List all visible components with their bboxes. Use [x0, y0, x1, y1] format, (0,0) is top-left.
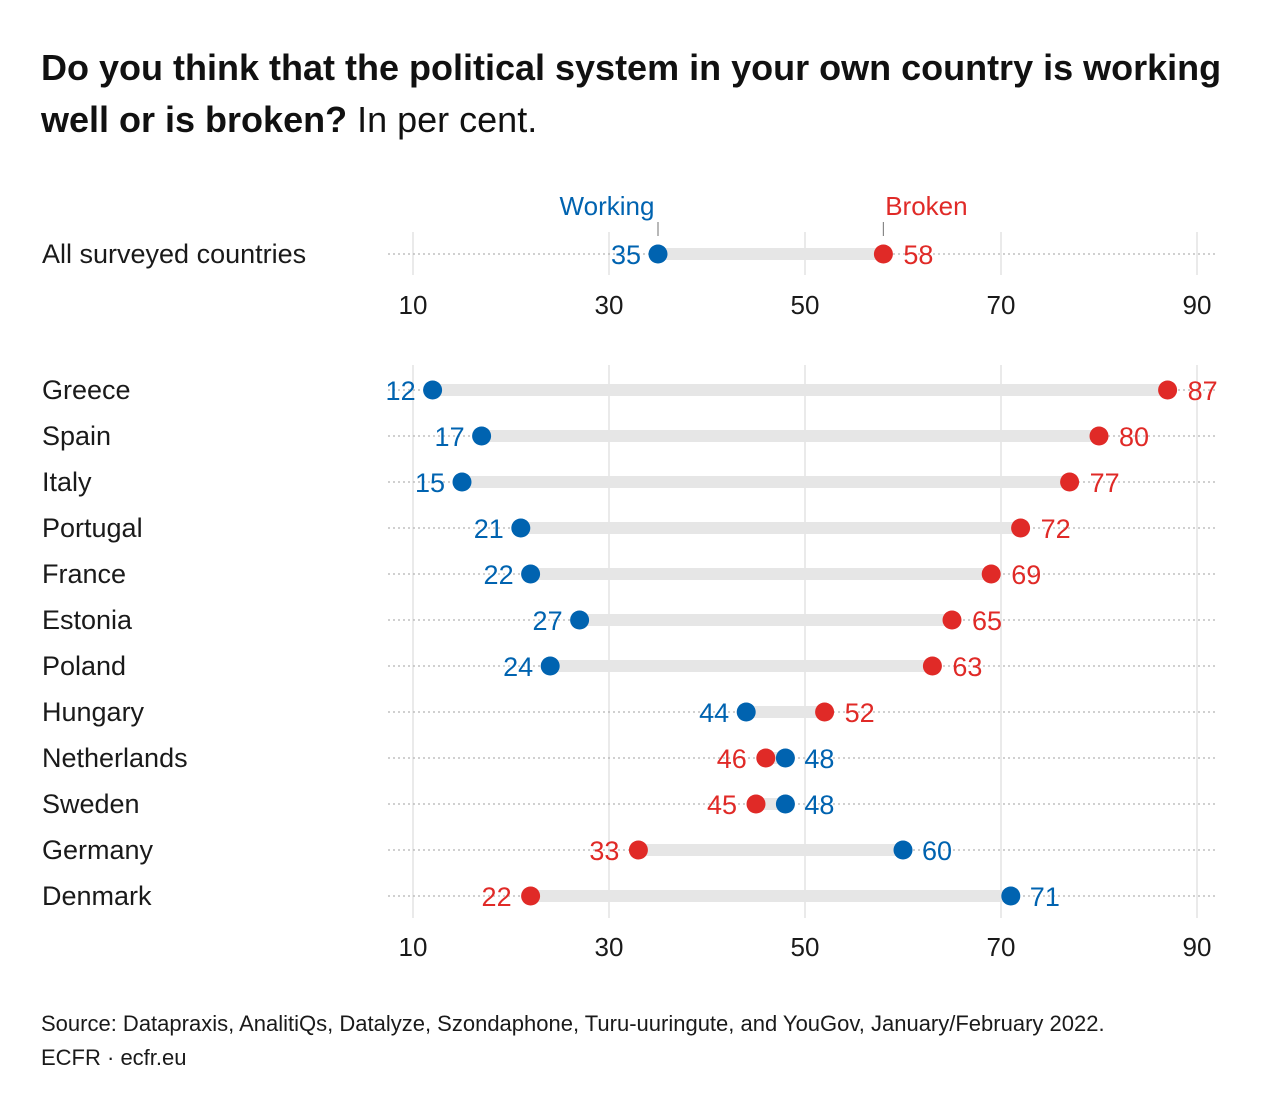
broken-dot-hungary: [815, 702, 835, 722]
x-axis-top-tick-90: 90: [1183, 290, 1212, 320]
working-value-spain: 17: [435, 422, 465, 452]
dot-range-chart: All surveyed countries 35 58 Working Broken 1…: [42, 191, 1218, 962]
range-bar-estonia: [579, 614, 952, 626]
x-axis-bottom-tick-10: 10: [399, 932, 428, 962]
broken-dot-sweden: [746, 794, 766, 814]
working-value-netherlands: 48: [804, 744, 834, 774]
working-value-greece: 12: [386, 376, 416, 406]
range-bar-spain: [481, 430, 1100, 442]
working-dot-poland: [540, 656, 560, 676]
row-label-estonia: Estonia: [42, 605, 133, 635]
broken-value-all-surveyed: 58: [903, 240, 933, 270]
broken-value-poland: 63: [952, 652, 982, 682]
row-label-italy: Italy: [42, 467, 92, 497]
broken-value-germany: 33: [589, 836, 619, 866]
broken-value-portugal: 72: [1041, 514, 1071, 544]
working-value-estonia: 27: [533, 606, 563, 636]
working-value-hungary: 44: [699, 698, 729, 728]
range-bar-all-surveyed: [658, 248, 884, 260]
source-note: Source: Datapraxis, AnalitiQs, Datalyze,…: [41, 1011, 1105, 1036]
x-axis-top-tick-10: 10: [399, 290, 428, 320]
chart-title-unit: In per cent.: [357, 99, 538, 140]
x-axis-top-tick-70: 70: [987, 290, 1016, 320]
broken-value-denmark: 22: [482, 882, 512, 912]
working-dot-greece: [423, 380, 443, 400]
row-label-sweden: Sweden: [42, 789, 140, 819]
range-bar-germany: [638, 844, 903, 856]
working-value-sweden: 48: [804, 790, 834, 820]
broken-dot-germany: [628, 840, 648, 860]
broken-dot-all-surveyed: [873, 244, 893, 264]
broken-dot-greece: [1158, 380, 1178, 400]
legend-broken: Broken: [885, 191, 967, 221]
broken-value-greece: 87: [1188, 376, 1218, 406]
working-dot-hungary: [736, 702, 756, 722]
row-label-germany: Germany: [42, 835, 154, 865]
working-value-france: 22: [484, 560, 514, 590]
broken-value-france: 69: [1011, 560, 1041, 590]
range-bar-portugal: [520, 522, 1021, 534]
working-value-all-surveyed: 35: [611, 240, 641, 270]
working-dot-sweden: [775, 794, 795, 814]
working-value-portugal: 21: [474, 514, 504, 544]
broken-value-estonia: 65: [972, 606, 1002, 636]
row-label-hungary: Hungary: [42, 697, 145, 727]
chart-title-question: Do you think that the political system i…: [41, 47, 1222, 140]
broken-dot-portugal: [1011, 518, 1031, 538]
x-axis-top-tick-50: 50: [791, 290, 820, 320]
broken-value-netherlands: 46: [717, 744, 747, 774]
x-axis-bottom-tick-90: 90: [1183, 932, 1212, 962]
x-axis-bottom-tick-70: 70: [987, 932, 1016, 962]
range-bar-greece: [432, 384, 1168, 396]
working-dot-estonia: [570, 610, 590, 630]
range-bar-poland: [550, 660, 933, 672]
row-label-all-surveyed: All surveyed countries: [42, 239, 306, 269]
broken-value-hungary: 52: [845, 698, 875, 728]
range-bar-denmark: [530, 890, 1011, 902]
row-label-poland: Poland: [42, 651, 126, 681]
x-axis-bottom-tick-50: 50: [791, 932, 820, 962]
broken-dot-netherlands: [756, 748, 776, 768]
working-dot-netherlands: [775, 748, 795, 768]
credit-line: ECFR · ecfr.eu: [41, 1045, 187, 1070]
chart-footer: Source: Datapraxis, AnalitiQs, Datalyze,…: [41, 1007, 1105, 1075]
working-dot-portugal: [511, 518, 531, 538]
working-value-italy: 15: [415, 468, 445, 498]
row-label-greece: Greece: [42, 375, 131, 405]
working-dot-denmark: [1001, 886, 1021, 906]
working-dot-spain: [472, 426, 492, 446]
broken-dot-denmark: [521, 886, 541, 906]
x-axis-bottom-tick-30: 30: [595, 932, 624, 962]
range-bar-france: [530, 568, 992, 580]
broken-dot-spain: [1089, 426, 1109, 446]
row-label-france: France: [42, 559, 126, 589]
working-dot-all-surveyed: [648, 244, 668, 264]
broken-dot-italy: [1060, 472, 1080, 492]
broken-value-spain: 80: [1119, 422, 1149, 452]
working-value-denmark: 71: [1030, 882, 1060, 912]
chart-title: Do you think that the political system i…: [41, 42, 1251, 146]
working-value-germany: 60: [922, 836, 952, 866]
working-dot-france: [521, 564, 541, 584]
broken-dot-poland: [922, 656, 942, 676]
legend-working: Working: [560, 191, 655, 221]
broken-value-italy: 77: [1090, 468, 1120, 498]
broken-dot-estonia: [942, 610, 962, 630]
x-axis-top-tick-30: 30: [595, 290, 624, 320]
working-dot-germany: [893, 840, 913, 860]
range-bar-italy: [462, 476, 1070, 488]
row-label-netherlands: Netherlands: [42, 743, 188, 773]
working-dot-italy: [452, 472, 472, 492]
working-value-poland: 24: [503, 652, 533, 682]
range-bar-hungary: [746, 706, 825, 718]
broken-value-sweden: 45: [707, 790, 737, 820]
row-label-spain: Spain: [42, 421, 111, 451]
row-label-portugal: Portugal: [42, 513, 143, 543]
broken-dot-france: [981, 564, 1001, 584]
row-label-denmark: Denmark: [42, 881, 152, 911]
